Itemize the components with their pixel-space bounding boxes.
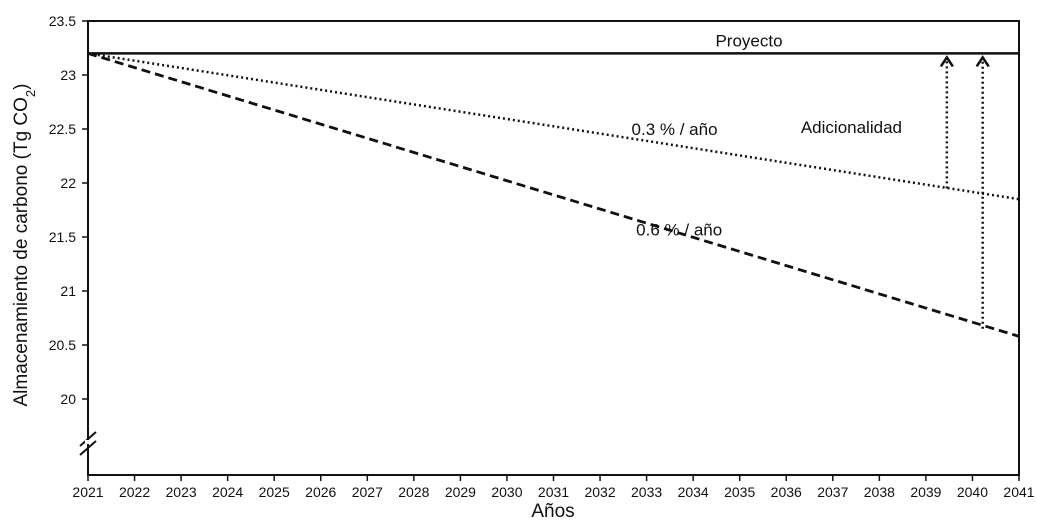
x-tick-label: 2038 [864,484,895,500]
x-tick-label: 2022 [119,484,150,500]
annotation-label: Adicionalidad [801,118,902,137]
series-line-dotted [87,52,1020,201]
x-tick-label: 2040 [957,484,988,500]
axis-break-mark [79,431,97,447]
y-ticks: 20 20.5 21 21.5 22 22.5 23 23.5 [49,13,88,407]
series-group [87,52,1020,338]
axis-break-mark [79,440,97,456]
y-tick-label: 23 [60,67,76,83]
x-tick-label: 2021 [72,484,103,500]
annotation-label: Proyecto [715,31,782,50]
x-axis-title: Años [531,501,574,522]
y-axis-title-close: ) [11,84,32,90]
additionality-arrow-head [939,55,954,68]
x-tick-label: 2024 [212,484,243,500]
x-tick-label: 2027 [352,484,383,500]
axis-break-gap [85,440,91,444]
series-line-dashed [87,52,1020,338]
y-tick-label: 23.5 [49,13,76,29]
axes [79,20,1020,476]
x-tick-label: 2029 [445,484,476,500]
x-tick-label: 2030 [491,484,522,500]
arrows-group [939,55,990,329]
x-tick-label: 2039 [910,484,941,500]
x-tick-label: 2032 [584,484,615,500]
x-tick-label: 2041 [1003,484,1034,500]
y-tick-label: 22.5 [49,121,76,137]
x-tick-label: 2033 [631,484,662,500]
annotation-label: 0.3 % / año [632,120,718,139]
plot-frame [87,20,1020,476]
y-tick-label: 20 [60,391,76,407]
y-tick-label: 22 [60,175,76,191]
x-ticks: 2021 2022 2023 2024 2025 2026 2027 2028 2029 2030… [72,475,1035,500]
x-tick-label: 2036 [771,484,802,500]
x-tick-label: 2025 [259,484,290,500]
y-axis-title-main: Almacenamiento de carbono (Tg CO [11,97,32,406]
x-tick-label: 2023 [166,484,197,500]
y-tick-label: 21.5 [49,229,76,245]
y-axis-title-sub: 2 [23,90,38,97]
y-tick-label: 20.5 [49,337,76,353]
x-tick-label: 2037 [817,484,848,500]
y-tick-label: 21 [60,283,76,299]
x-tick-label: 2035 [724,484,755,500]
additionality-arrow-head [975,55,990,68]
x-tick-label: 2028 [398,484,429,500]
x-tick-label: 2031 [538,484,569,500]
x-tick-label: 2034 [678,484,709,500]
y-axis-title: Almacenamiento de carbono (Tg CO2) [11,84,38,407]
x-tick-label: 2026 [305,484,336,500]
annotations-group: Proyecto 0.3 % / año 0.6 % / año Adicionali… [632,31,902,239]
annotation-label: 0.6 % / año [636,220,722,239]
